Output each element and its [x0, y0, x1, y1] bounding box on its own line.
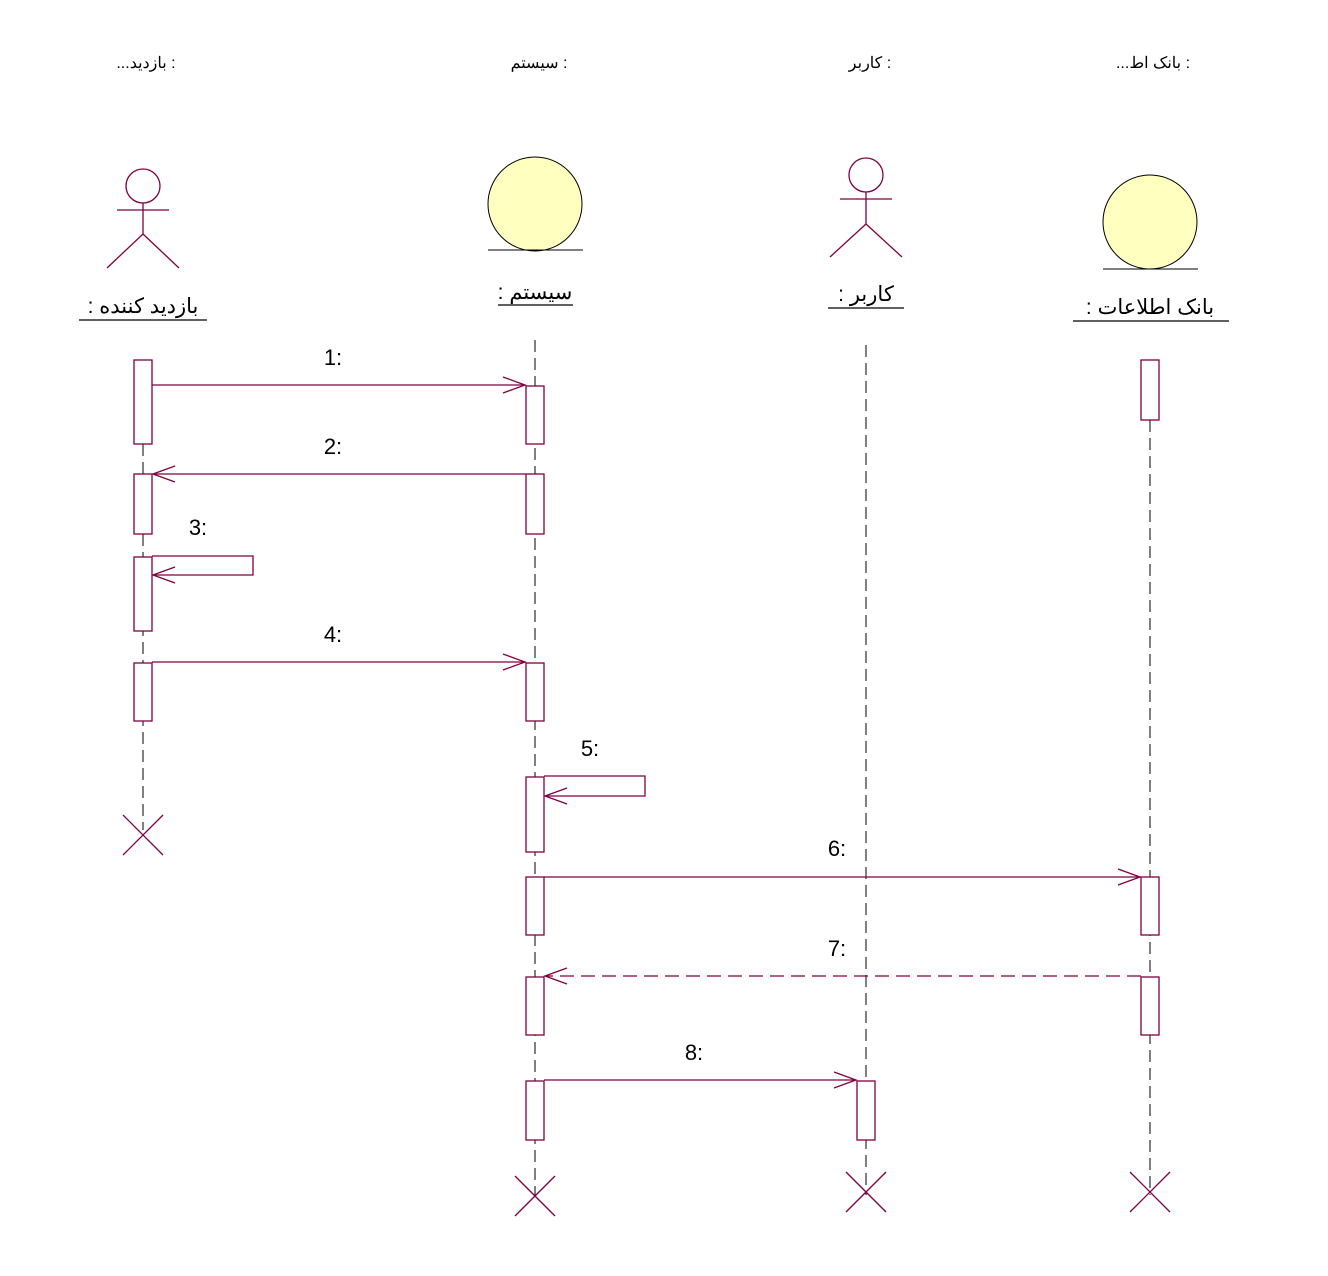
destroy-marker-database — [1129, 1171, 1171, 1213]
participant-name-visitor: : بازدید کننده — [88, 295, 199, 319]
activation-bar — [525, 385, 545, 445]
destroy-marker-system — [514, 1175, 556, 1217]
message-label-5: 5: — [581, 736, 599, 761]
activation-bar — [133, 662, 153, 722]
activation-bar — [525, 976, 545, 1036]
activation-bar — [1140, 976, 1160, 1036]
header-visitor: ...بازدید : — [116, 55, 175, 72]
message-arrow-5 — [543, 775, 646, 805]
activation-bar — [525, 662, 545, 722]
message-arrow-3 — [151, 555, 254, 584]
message-label-3: 3: — [189, 515, 207, 540]
message-label-4: 4: — [324, 622, 342, 647]
message-label-8: 8: — [685, 1040, 703, 1065]
activation-bar — [525, 1080, 545, 1141]
message-arrow-7 — [543, 967, 1141, 985]
message-label-2: 2: — [324, 434, 342, 459]
message-arrow-4 — [152, 653, 527, 671]
entity-icon-system — [487, 156, 583, 252]
participant-name-user: : کاربر — [838, 283, 894, 307]
header-system: سیستم : — [511, 55, 568, 72]
message-arrow-6 — [544, 868, 1142, 886]
message-label-6: 6: — [828, 836, 846, 861]
activation-bar — [133, 556, 153, 632]
message-arrow-8 — [544, 1071, 858, 1089]
header-database: ...بانک اط : — [1116, 55, 1190, 72]
activation-bar — [133, 359, 153, 445]
header-user: کاربر : — [848, 55, 891, 72]
actor-icon-visitor — [106, 168, 180, 269]
activation-bar — [1140, 359, 1160, 421]
activation-bar — [1140, 876, 1160, 936]
entity-icon-database — [1102, 174, 1198, 270]
activation-bar — [856, 1080, 876, 1141]
activation-bar — [133, 473, 153, 535]
message-arrow-2 — [151, 465, 526, 483]
actor-icon-user — [829, 157, 903, 258]
message-arrow-1 — [152, 376, 527, 394]
participant-name-system: : سیستم — [498, 281, 573, 305]
participant-name-database: : بانک اطلاعات — [1086, 296, 1214, 319]
message-label-7: 7: — [828, 936, 846, 961]
activation-bar — [525, 776, 545, 853]
destroy-marker-visitor — [122, 814, 164, 856]
activation-bar — [525, 876, 545, 936]
destroy-marker-user — [845, 1171, 887, 1213]
activation-bar — [525, 473, 545, 535]
message-label-1: 1: — [324, 345, 342, 370]
